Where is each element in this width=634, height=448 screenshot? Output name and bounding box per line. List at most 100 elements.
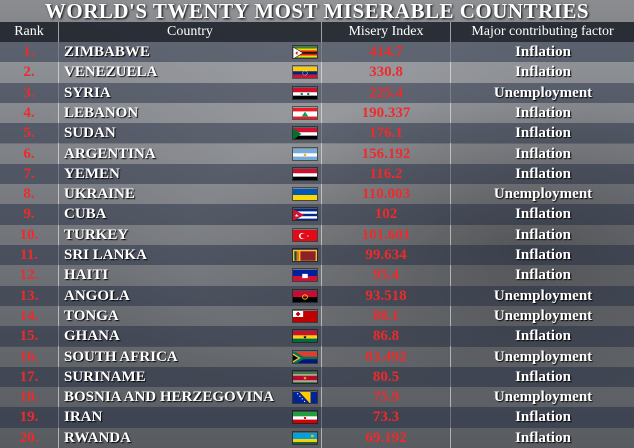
rank-cell: 20. bbox=[19, 429, 39, 446]
syria-flag-icon bbox=[292, 85, 318, 100]
misery-index-cell: 330.8 bbox=[369, 64, 403, 81]
table-row: 20. RWANDA 69.192 Inflation bbox=[0, 427, 634, 448]
rank-cell: 6. bbox=[23, 145, 35, 162]
ghana-flag-icon bbox=[292, 329, 318, 344]
factor-cell: Inflation bbox=[515, 145, 571, 162]
rank-cell: 18. bbox=[19, 389, 39, 406]
table-row: 6. ARGENTINA 156.192 Inflation bbox=[0, 143, 634, 164]
rank-cell: 19. bbox=[19, 409, 39, 426]
rank-cell: 5. bbox=[23, 125, 35, 142]
factor-cell: Unemployment bbox=[493, 307, 593, 324]
header-rank: Rank bbox=[14, 24, 44, 39]
table-row: 3. SYRIA 225.4 Unemployment bbox=[0, 82, 634, 103]
misery-index-cell: 80.5 bbox=[372, 368, 400, 385]
table-row: 11. SRI LANKA 99.634 Inflation bbox=[0, 245, 634, 266]
rank-cell: 2. bbox=[23, 64, 35, 81]
misery-index-cell: 156.192 bbox=[361, 145, 411, 162]
rank-cell: 1. bbox=[23, 44, 35, 60]
table-row: 9. CUBA 102 Inflation bbox=[0, 204, 634, 225]
rank-cell: 10. bbox=[19, 226, 39, 243]
rank-cell: 12. bbox=[19, 267, 39, 284]
factor-cell: Unemployment bbox=[493, 186, 593, 203]
country-cell: GHANA bbox=[64, 328, 120, 345]
lebanon-flag-icon bbox=[292, 105, 318, 120]
table-row: 8. UKRAINE 110.003 Unemployment bbox=[0, 184, 634, 205]
factor-cell: Unemployment bbox=[493, 389, 593, 406]
rank-cell: 9. bbox=[23, 206, 35, 223]
iran-flag-icon bbox=[292, 410, 318, 425]
misery-index-cell: 86.8 bbox=[372, 328, 400, 345]
south-africa-flag-icon bbox=[292, 349, 318, 364]
factor-cell: Inflation bbox=[515, 64, 571, 81]
country-cell: LEBANON bbox=[64, 104, 139, 121]
column-divider bbox=[450, 22, 451, 448]
factor-cell: Unemployment bbox=[493, 348, 593, 365]
cuba-flag-icon bbox=[292, 207, 318, 222]
misery-index-cell: 69.192 bbox=[365, 429, 407, 446]
factor-cell: Inflation bbox=[515, 267, 571, 284]
turkey-flag-icon bbox=[292, 227, 318, 242]
sudan-flag-icon bbox=[292, 126, 318, 141]
country-cell: IRAN bbox=[64, 409, 103, 426]
argentina-flag-icon bbox=[292, 146, 318, 161]
factor-cell: Inflation bbox=[515, 206, 571, 223]
suriname-flag-icon bbox=[292, 369, 318, 384]
misery-index-cell: 101.601 bbox=[361, 226, 411, 243]
rank-cell: 3. bbox=[23, 84, 35, 101]
rwanda-flag-icon bbox=[292, 430, 318, 445]
table-header: Rank Country Misery Index Major contribu… bbox=[0, 22, 634, 42]
country-cell: TURKEY bbox=[64, 226, 129, 243]
header-factor: Major contributing factor bbox=[471, 24, 614, 39]
rank-cell: 8. bbox=[23, 186, 35, 203]
rank-cell: 14. bbox=[19, 307, 39, 324]
misery-index-cell: 414.7 bbox=[369, 44, 403, 60]
sri-lanka-flag-icon bbox=[292, 248, 318, 262]
table-row: 13. ANGOLA 93.518 Unemployment bbox=[0, 285, 634, 306]
misery-index-cell: 102 bbox=[374, 206, 398, 223]
country-cell: SRI LANKA bbox=[64, 247, 147, 263]
country-cell: ANGOLA bbox=[64, 287, 130, 304]
haiti-flag-icon bbox=[292, 268, 318, 283]
factor-cell: Inflation bbox=[515, 165, 571, 182]
misery-index-cell: 93.518 bbox=[365, 287, 407, 304]
country-cell: VENEZUELA bbox=[64, 64, 158, 81]
misery-index-cell: 95.4 bbox=[372, 267, 400, 284]
rank-cell: 16. bbox=[19, 348, 39, 365]
page-title: WORLD'S TWENTY MOST MISERABLE COUNTRIES bbox=[44, 0, 590, 23]
country-cell: RWANDA bbox=[64, 429, 131, 446]
table-row: 19. IRAN 73.3 Inflation bbox=[0, 407, 634, 428]
table-row: 4. LEBANON 190.337 Inflation bbox=[0, 102, 634, 124]
misery-index-cell: 190.337 bbox=[361, 104, 411, 121]
country-cell: HAITI bbox=[64, 267, 109, 284]
country-cell: CUBA bbox=[64, 206, 107, 223]
country-cell: TONGA bbox=[64, 307, 119, 324]
table-row: 1. ZIMBABWE 414.7 Inflation bbox=[0, 42, 634, 63]
country-cell: SYRIA bbox=[64, 84, 111, 101]
angola-flag-icon bbox=[292, 288, 318, 303]
rank-cell: 13. bbox=[19, 287, 39, 304]
rank-cell: 17. bbox=[19, 368, 39, 385]
zimbabwe-flag-icon bbox=[292, 45, 318, 59]
misery-index-cell: 116.2 bbox=[369, 165, 403, 182]
ukraine-flag-icon bbox=[292, 187, 318, 202]
country-cell: SUDAN bbox=[64, 125, 116, 142]
factor-cell: Unemployment bbox=[493, 84, 593, 101]
country-cell: ZIMBABWE bbox=[64, 44, 150, 60]
misery-index-cell: 110.003 bbox=[362, 186, 410, 203]
country-cell: UKRAINE bbox=[64, 186, 135, 203]
misery-index-cell: 99.634 bbox=[365, 247, 407, 263]
table-row: 7. YEMEN 116.2 Inflation bbox=[0, 163, 634, 185]
factor-cell: Inflation bbox=[515, 226, 571, 243]
table-row: 14. TONGA 88.1 Unemployment bbox=[0, 305, 634, 327]
misery-index-cell: 83.492 bbox=[365, 348, 407, 365]
factor-cell: Unemployment bbox=[493, 287, 593, 304]
column-divider bbox=[58, 22, 59, 448]
factor-cell: Inflation bbox=[515, 368, 571, 385]
bosnia-flag-icon bbox=[292, 390, 318, 405]
table-row: 15. GHANA 86.8 Inflation bbox=[0, 326, 634, 347]
table-row: 10. TURKEY 101.601 Inflation bbox=[0, 224, 634, 245]
misery-index-cell: 73.3 bbox=[372, 409, 400, 426]
column-divider bbox=[321, 22, 322, 448]
table-row: 16. SOUTH AFRICA 83.492 Unemployment bbox=[0, 346, 634, 367]
factor-cell: Inflation bbox=[515, 429, 571, 446]
